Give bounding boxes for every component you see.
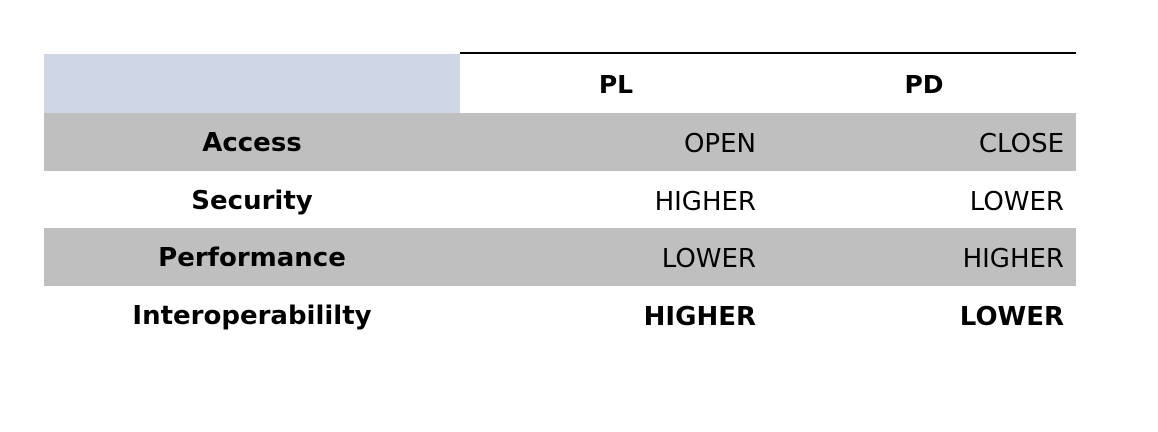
column-header-pd: PD xyxy=(904,70,944,99)
header-columns: PL PD xyxy=(460,52,1076,115)
table-header: PL PD xyxy=(44,52,1076,115)
cell-pd: LOWER xyxy=(959,301,1064,332)
cell-pl: LOWER xyxy=(661,244,756,274)
cell-pl: HIGHER xyxy=(654,186,756,217)
cell-pd: CLOSE xyxy=(978,129,1064,159)
row-label: Security xyxy=(191,185,313,216)
row-label: Performance xyxy=(158,243,346,273)
table-row: Interoperabililty HIGHER LOWER xyxy=(44,286,1076,344)
cell-pd: HIGHER xyxy=(962,244,1064,274)
header-corner-cell xyxy=(44,54,460,113)
table-row: Security HIGHER LOWER xyxy=(44,171,1076,229)
cell-pd: LOWER xyxy=(969,186,1064,217)
table-row: Performance LOWER HIGHER xyxy=(44,228,1076,286)
cell-pl: OPEN xyxy=(683,129,756,159)
comparison-table: PL PD Access OPEN CLOSE Security HIGHER … xyxy=(44,52,1076,343)
row-label: Access xyxy=(202,128,302,158)
cell-pl: HIGHER xyxy=(643,301,756,332)
row-label: Interoperabililty xyxy=(132,300,372,331)
column-header-pl: PL xyxy=(598,70,634,99)
table-row: Access OPEN CLOSE xyxy=(44,113,1076,171)
